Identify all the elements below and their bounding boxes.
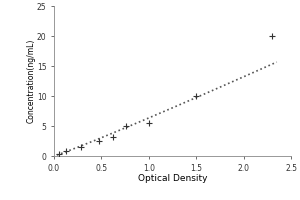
Y-axis label: Concentration(ng/mL): Concentration(ng/mL): [26, 39, 35, 123]
X-axis label: Optical Density: Optical Density: [138, 174, 207, 183]
